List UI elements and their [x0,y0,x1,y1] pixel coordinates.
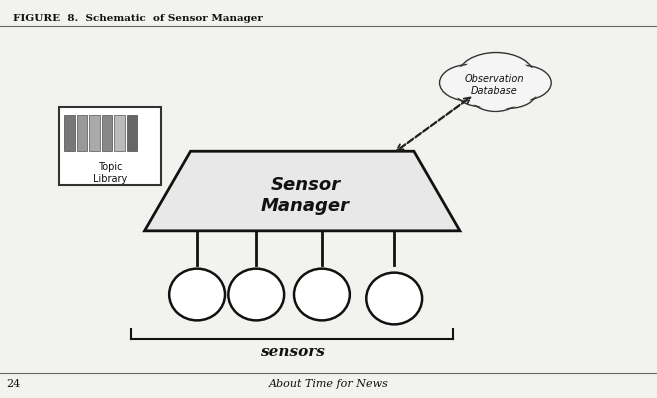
Circle shape [440,64,500,101]
Polygon shape [145,151,460,231]
Text: sensors: sensors [260,345,325,359]
Circle shape [493,65,551,100]
Bar [127,115,137,151]
Bar [64,115,75,151]
Bar [89,115,100,151]
Circle shape [470,81,520,111]
Circle shape [459,77,505,105]
Text: FIGURE  8.  Schematic  of Sensor Manager: FIGURE 8. Schematic of Sensor Manager [13,14,263,23]
Ellipse shape [229,269,284,320]
Ellipse shape [294,269,350,320]
Ellipse shape [169,269,225,320]
Text: Sensor
Manager: Sensor Manager [261,176,350,215]
Bar [77,115,87,151]
Text: Topic
Library: Topic Library [93,162,127,184]
Text: 24: 24 [7,379,21,389]
Text: About Time for News: About Time for News [269,379,388,389]
Circle shape [482,75,537,108]
Ellipse shape [366,273,422,324]
Circle shape [455,75,508,107]
FancyBboxPatch shape [59,107,161,185]
Bar [114,115,125,151]
Circle shape [474,83,517,109]
Circle shape [485,77,533,106]
Text: Observation
Database: Observation Database [464,74,524,96]
Circle shape [458,53,534,99]
Bar [102,115,112,151]
Circle shape [497,67,548,98]
Circle shape [443,67,496,99]
Circle shape [463,55,530,96]
